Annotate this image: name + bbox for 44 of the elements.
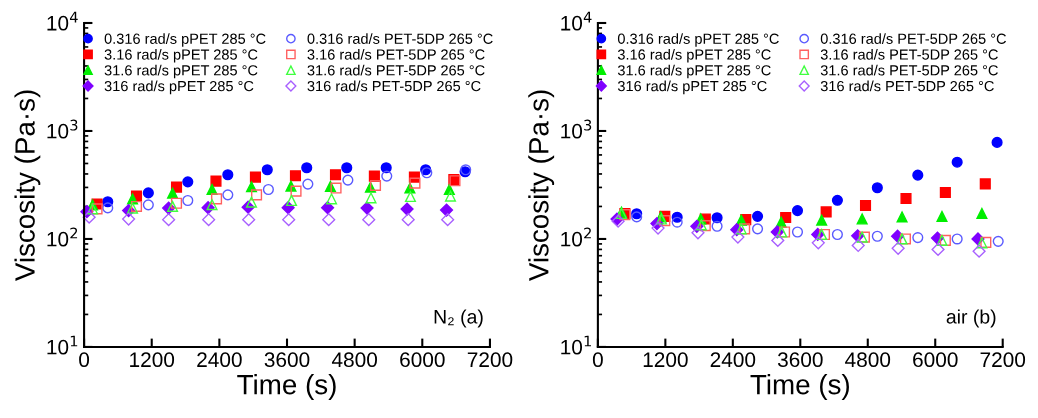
x-tick-label: 4800 [331,352,378,368]
legend-label: 316 rad/s pPET 285 °C [104,80,254,95]
legend-label: 31.6 rad/s PET-5DP 265 °C [820,64,998,76]
x-tick-label: 1200 [130,352,175,368]
legend-label: 3.16 rad/s PET-5DP 265 °C [820,48,998,60]
annotation: N₂ (a) [434,309,483,328]
y-tick-label: 10$^{3}$ [47,119,78,139]
legend-label: 31.6 rad/s pPET 285 °C [617,64,771,79]
y-tick-label: 10$^{4}$ [47,11,78,31]
legend-label: 3.16 rad/s pPET 285 °C [617,48,771,63]
x-tick-label: 3600 [264,352,310,368]
x-tick-label: 4800 [845,352,891,368]
y-tick-label: 10$^{2}$ [561,227,591,247]
x-tick-label: 3600 [777,352,823,368]
legend-label: 3.16 rad/s PET-5DP 265 °C [307,48,485,60]
x-tick-label: 7200 [980,352,1026,368]
legend-label: 3.16 rad/s pPET 285 °C [104,48,258,63]
x-tick-label: 1200 [643,352,688,368]
legend-label: 31.6 rad/s pPET 285 °C [104,64,258,79]
x-tick-label: 0 [79,352,90,368]
legend-label: 31.6 rad/s PET-5DP 265 °C [307,64,485,76]
y-tick-label: 10$^{2}$ [47,227,78,247]
y-tick-label: 10$^{1}$ [561,335,591,355]
annotation: air (b) [946,309,996,328]
x-tick-label: 7200 [467,352,513,368]
y-tick-label: 10$^{1}$ [47,335,78,355]
y-axis-title: Viscosity (Pa·s) [14,90,41,282]
legend-label: 316 rad/s pPET 285 °C [617,80,767,95]
legend-label: 0.316 rad/s PET-5DP 265 °C [820,33,1007,44]
x-tick-label: 0 [592,352,603,368]
x-axis-title: Time (s) [237,374,336,400]
legend-label: 0.316 rad/s pPET 285 °C [104,33,266,47]
x-tick-label: 2400 [197,352,242,368]
legend-label: 316 rad/s PET-5DP 265 °C [307,80,481,92]
y-tick-label: 10$^{3}$ [561,119,592,139]
x-tick-label: 2400 [710,352,756,368]
x-axis-title: Time (s) [750,374,849,400]
x-tick-label: 6000 [913,352,958,368]
legend-label: 316 rad/s PET-5DP 265 °C [820,80,994,92]
x-tick-label: 6000 [400,352,445,368]
y-tick-label: 10$^{4}$ [561,11,592,31]
legend-label: 0.316 rad/s pPET 285 °C [617,33,779,47]
legend-label: 0.316 rad/s PET-5DP 265 °C [307,33,493,44]
y-axis-title: Viscosity (Pa·s) [528,90,555,282]
